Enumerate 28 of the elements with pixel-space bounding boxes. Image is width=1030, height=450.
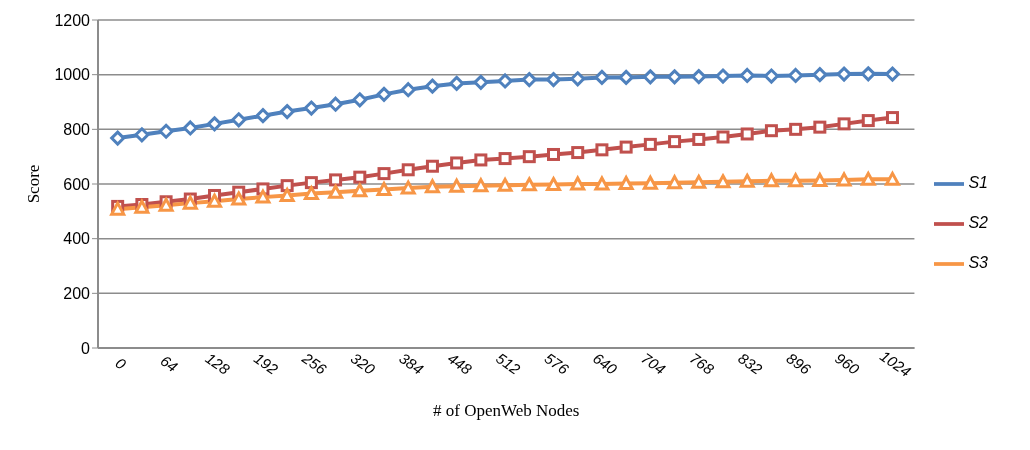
legend-label: S3 [968,254,988,271]
x-tick-label: 192 [250,349,282,379]
legend-label: S1 [968,174,988,191]
legend-label: S2 [968,214,988,231]
x-tick-label: 832 [735,349,767,379]
x-tick-label: 960 [832,349,863,379]
x-tick-label: 640 [589,349,621,379]
x-tick-label: 0 [112,354,130,374]
x-tick-label: 576 [541,349,573,379]
x-tick-label: 704 [638,349,669,378]
x-tick-label: 448 [444,349,476,379]
x-tick-label: 512 [493,349,524,379]
x-tick-label: 384 [396,349,427,378]
x-tick-label: 320 [347,349,379,379]
y-tick-label: 200 [63,285,91,303]
x-tick-label: 128 [202,349,234,379]
y-axis-title: Score [24,164,44,204]
y-tick-label: 400 [63,230,91,248]
x-axis-title: # of OpenWeb Nodes [433,401,580,420]
x-tick-label: 768 [686,349,718,379]
y-tick-label: 800 [63,121,91,139]
x-tick-label: 896 [783,349,815,379]
x-tick-label: 1024 [877,346,915,381]
x-tick-label: 64 [157,351,181,376]
y-tick-label: 1200 [54,11,91,29]
y-tick-label: 600 [63,175,91,193]
x-tick-label: 256 [298,348,331,379]
y-tick-label: 1000 [54,66,91,84]
